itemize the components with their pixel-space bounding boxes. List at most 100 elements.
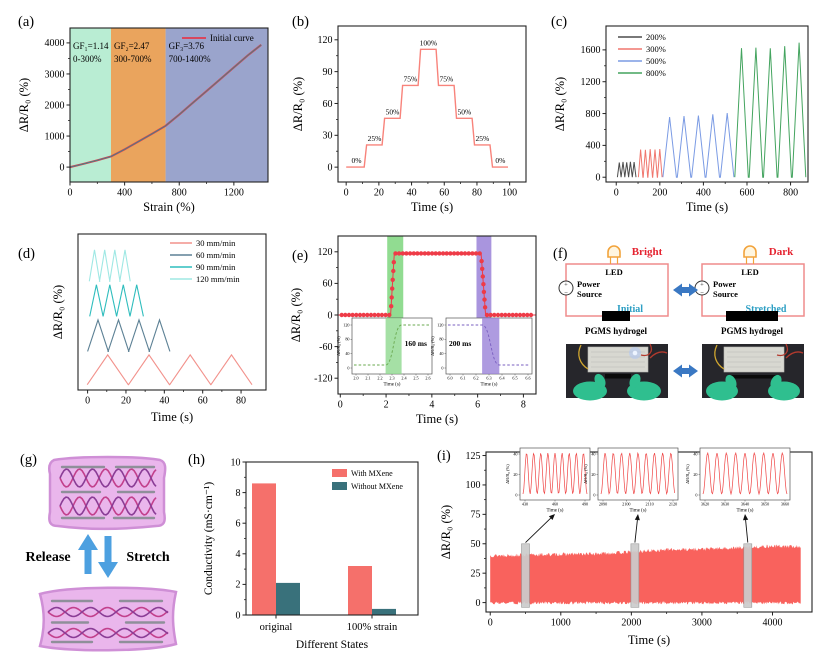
- panel-d-chart: 0 20 40 60 80 Time (s) ΔR/R₀ (%) 30 mm/min 60 mm…: [51, 233, 267, 424]
- svg-text:2090: 2090: [599, 502, 607, 507]
- svg-text:1000: 1000: [551, 618, 571, 629]
- svg-text:80: 80: [439, 337, 443, 342]
- svg-text:3660: 3660: [781, 502, 789, 507]
- svg-text:Time (s): Time (s): [630, 509, 647, 514]
- svg-text:120: 120: [437, 322, 443, 327]
- panel-b-chart: 0 20 40 60 80 100 0 30 60 90 120 Time (s) ΔR/R₀ (%) 0…: [291, 25, 527, 214]
- svg-text:2.4: 2.4: [401, 376, 407, 381]
- svg-text:80: 80: [345, 337, 349, 342]
- minus-sign: −: [700, 290, 704, 297]
- svg-text:ΔR/R₀ (%): ΔR/R₀ (%): [685, 464, 690, 484]
- svg-text:-120: -120: [314, 374, 332, 385]
- svg-text:8: 8: [521, 400, 526, 411]
- svg-text:120: 120: [343, 322, 349, 327]
- svg-text:120: 120: [318, 247, 333, 258]
- svg-text:3620: 3620: [701, 502, 709, 507]
- led-icon: [743, 245, 757, 258]
- svg-text:Time (s): Time (s): [481, 383, 498, 388]
- svg-text:0%: 0%: [351, 156, 361, 165]
- power-label-2: Source: [577, 289, 602, 299]
- polymer-network-relaxed: [59, 465, 157, 520]
- panel-g: (g) Release Stretch: [8, 438, 188, 664]
- svg-text:60: 60: [323, 99, 333, 110]
- svg-text:400: 400: [696, 188, 711, 199]
- svg-text:400: 400: [586, 141, 601, 152]
- svg-text:90 mm/min: 90 mm/min: [196, 262, 236, 272]
- stretch-label: Stretch: [126, 550, 169, 565]
- yellow-wire: [714, 344, 725, 370]
- svg-text:3000: 3000: [692, 618, 712, 629]
- panel-i: (i) 0 1000 2000 3000 4000 0 25 50 75 100 125 Time (…: [432, 438, 820, 664]
- svg-text:ΔR/R₀ (%): ΔR/R₀ (%): [51, 285, 65, 339]
- svg-text:ΔR/R₀ (%): ΔR/R₀ (%): [505, 464, 510, 484]
- svg-text:0: 0: [60, 162, 65, 173]
- svg-text:20: 20: [513, 472, 517, 477]
- svg-text:0: 0: [695, 492, 697, 497]
- circuit-initial: LED Bright + − Power Source Initial PGMS…: [558, 245, 669, 336]
- svg-text:50: 50: [471, 539, 481, 550]
- svg-text:500%: 500%: [646, 56, 666, 66]
- svg-text:ΔR/R₀ (%): ΔR/R₀ (%): [439, 505, 453, 559]
- power-label-1: Power: [713, 279, 736, 289]
- svg-text:20: 20: [591, 472, 595, 477]
- hydrogel-label: PGMS hydrogel: [721, 326, 784, 336]
- svg-text:75: 75: [471, 510, 481, 521]
- svg-text:40: 40: [591, 451, 595, 456]
- svg-text:20: 20: [374, 188, 384, 199]
- plus-sign: +: [700, 282, 704, 289]
- svg-text:6.4: 6.4: [499, 376, 505, 381]
- svg-text:80: 80: [472, 188, 482, 199]
- svg-text:0: 0: [441, 365, 443, 370]
- svg-text:8: 8: [236, 488, 241, 499]
- svg-text:120: 120: [318, 35, 333, 46]
- panel-f: (f) LED Bright + − Power Source Initial …: [550, 224, 820, 428]
- svg-text:200%: 200%: [646, 32, 666, 42]
- photo-stretched: [702, 343, 804, 401]
- svg-text:0: 0: [614, 188, 619, 199]
- hydrogel-sample: [605, 374, 631, 379]
- svg-text:100% strain: 100% strain: [347, 622, 398, 633]
- svg-text:Strain (%): Strain (%): [143, 200, 195, 214]
- svg-text:Time (s): Time (s): [686, 200, 728, 214]
- svg-text:100: 100: [466, 480, 481, 491]
- svg-text:1200: 1200: [224, 188, 244, 199]
- svg-text:6.6: 6.6: [525, 376, 530, 381]
- led-label: LED: [741, 267, 758, 277]
- panel-a-label: (a): [18, 14, 35, 30]
- svg-text:6: 6: [475, 400, 480, 411]
- panel-e-label: (e): [292, 248, 309, 264]
- power-source-icon: [558, 280, 574, 296]
- svg-text:2110: 2110: [646, 502, 654, 507]
- svg-text:20: 20: [121, 396, 131, 407]
- svg-text:4000: 4000: [762, 618, 782, 629]
- svg-text:6.2: 6.2: [473, 376, 478, 381]
- svg-text:800: 800: [783, 188, 798, 199]
- svg-text:2.2: 2.2: [377, 376, 382, 381]
- svg-text:10: 10: [231, 457, 241, 468]
- svg-text:Time (s): Time (s): [151, 410, 193, 424]
- svg-text:120 mm/min: 120 mm/min: [196, 274, 240, 284]
- red-wire: [640, 343, 653, 357]
- svg-text:0: 0: [593, 492, 595, 497]
- svg-text:Time (s): Time (s): [411, 200, 453, 214]
- svg-text:25%: 25%: [475, 134, 489, 143]
- svg-text:ΔR/R₀ (%): ΔR/R₀ (%): [291, 77, 305, 131]
- panel-g-diagram: Release Stretch: [25, 455, 178, 652]
- svg-text:460: 460: [552, 502, 558, 507]
- svg-text:700-1400%: 700-1400%: [169, 54, 211, 64]
- svg-text:60: 60: [323, 279, 333, 290]
- hydrogel-label: PGMS hydrogel: [585, 326, 648, 336]
- panel-d-label: (d): [18, 246, 35, 262]
- svg-text:6: 6: [236, 519, 241, 530]
- panel-a-chart: 0 400 800 1200 0 1000 2000 3000 4000 Strain (%) ΔR…: [17, 27, 269, 214]
- led-state-dark: Dark: [769, 246, 794, 258]
- svg-text:Different States: Different States: [296, 639, 369, 651]
- svg-text:30 mm/min: 30 mm/min: [196, 238, 236, 248]
- panel-i-label: (i): [437, 448, 451, 464]
- circuit-stretched: LED Dark + − Power Source Stretched PGMS…: [694, 245, 805, 336]
- svg-text:40: 40: [513, 451, 517, 456]
- svg-text:160 ms: 160 ms: [405, 339, 427, 348]
- svg-text:2120: 2120: [669, 502, 677, 507]
- svg-text:25%: 25%: [368, 134, 382, 143]
